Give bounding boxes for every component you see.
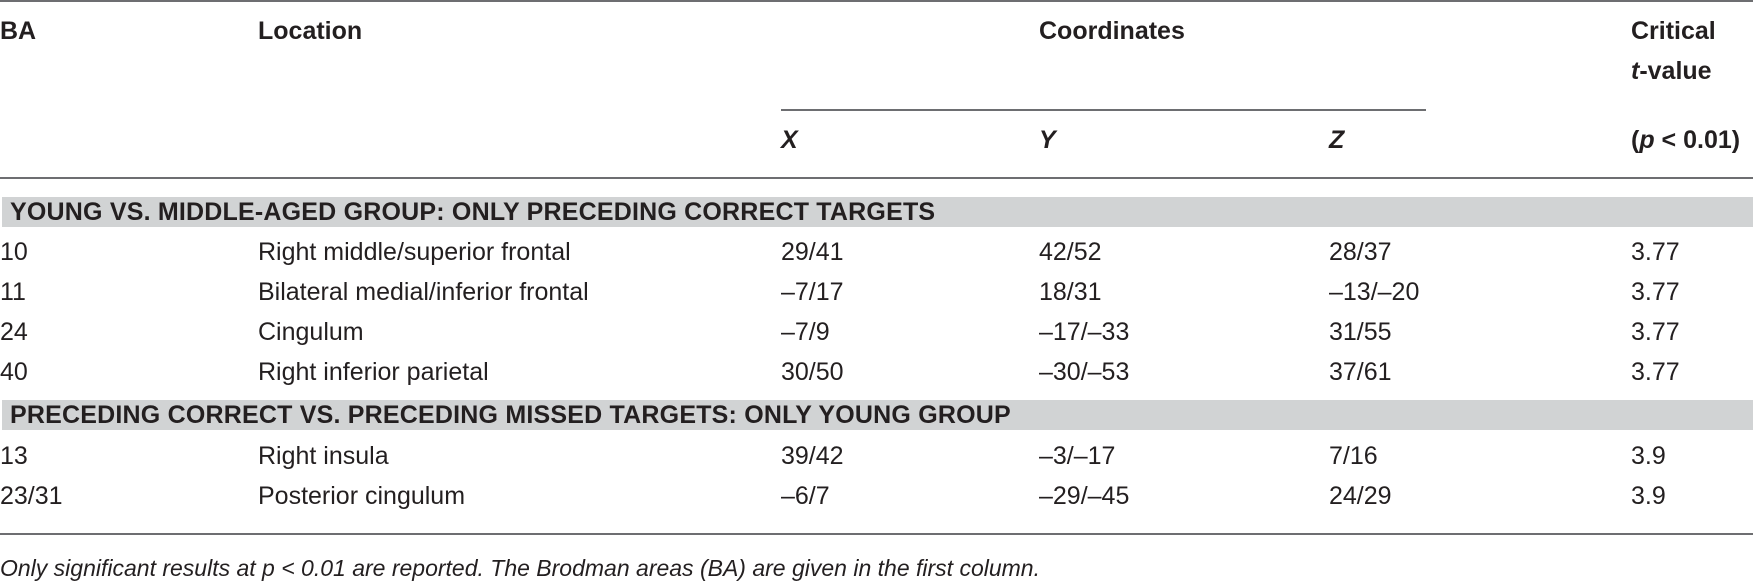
header-critical: Critical [1631, 17, 1716, 45]
cell-z: 28/37 [1329, 238, 1392, 266]
section-title-2: PRECEDING CORRECT VS. PRECEDING MISSED T… [10, 401, 1011, 429]
cell-z: 31/55 [1329, 318, 1392, 346]
header-ba: BA [0, 17, 37, 45]
header-p-threshold: (p < 0.01) [1631, 125, 1740, 155]
header-z: Z [1329, 126, 1345, 154]
cell-ba: 40 [0, 358, 28, 386]
table-row: 10 Right middle/superior frontal 29/41 4… [0, 232, 1753, 272]
header-y: Y [1039, 126, 1056, 154]
header-location: Location [258, 17, 363, 45]
coordinates-span-rule [781, 109, 1426, 111]
section-band-1: YOUNG VS. MIDDLE-AGED GROUP: ONLY PRECED… [2, 197, 1753, 227]
cell-x: 39/42 [781, 442, 844, 470]
cell-z: 24/29 [1329, 482, 1392, 510]
header-p-letter: p [1639, 126, 1655, 154]
header-bottom-rule [0, 177, 1753, 179]
cell-t: 3.77 [1631, 318, 1680, 346]
cell-ba: 24 [0, 318, 28, 346]
table-row: 40 Right inferior parietal 30/50 –30/–53… [0, 352, 1753, 392]
table-bottom-rule [0, 533, 1753, 535]
cell-ba: 11 [0, 278, 26, 306]
cell-location: Right middle/superior frontal [258, 238, 571, 266]
cell-ba: 13 [0, 442, 28, 470]
section-title-1: YOUNG VS. MIDDLE-AGED GROUP: ONLY PRECED… [10, 198, 936, 226]
cell-t: 3.77 [1631, 358, 1680, 386]
cell-z: –13/–20 [1329, 278, 1420, 306]
cell-ba: 23/31 [0, 482, 63, 510]
cell-location: Cingulum [258, 318, 364, 346]
cell-ba: 10 [0, 238, 28, 266]
table-row: 13 Right insula 39/42 –3/–17 7/16 3.9 [0, 436, 1753, 476]
cell-y: –3/–17 [1039, 442, 1116, 470]
cell-t: 3.9 [1631, 442, 1666, 470]
cell-y: 18/31 [1039, 278, 1102, 306]
cell-y: –17/–33 [1039, 318, 1130, 346]
table-row: 24 Cingulum –7/9 –17/–33 31/55 3.77 [0, 312, 1753, 352]
table-top-rule [0, 0, 1753, 2]
cell-t: 3.77 [1631, 238, 1680, 266]
cell-location: Right insula [258, 442, 389, 470]
cell-location: Right inferior parietal [258, 358, 489, 386]
cell-z: 7/16 [1329, 442, 1378, 470]
header-coordinates: Coordinates [1039, 17, 1185, 45]
cell-location: Bilateral medial/inferior frontal [258, 278, 589, 306]
cell-x: –7/17 [781, 278, 844, 306]
cell-location: Posterior cingulum [258, 482, 466, 510]
header-p-rest: < 0.01) [1654, 126, 1741, 154]
table-row: 23/31 Posterior cingulum –6/7 –29/–45 24… [0, 476, 1753, 516]
cell-y: 42/52 [1039, 238, 1102, 266]
cell-x: –7/9 [781, 318, 830, 346]
table-row: 11 Bilateral medial/inferior frontal –7/… [0, 272, 1753, 312]
section-band-2: PRECEDING CORRECT VS. PRECEDING MISSED T… [2, 400, 1753, 430]
cell-x: 29/41 [781, 238, 844, 266]
cell-y: –29/–45 [1039, 482, 1130, 510]
header-t-value: t-value [1631, 56, 1712, 86]
header-p-open: ( [1631, 126, 1640, 154]
cell-x: 30/50 [781, 358, 844, 386]
header-t-suffix: -value [1639, 57, 1712, 85]
cell-t: 3.77 [1631, 278, 1680, 306]
cell-x: –6/7 [781, 482, 830, 510]
header-x: X [781, 126, 798, 154]
cell-t: 3.9 [1631, 482, 1666, 510]
cell-y: –30/–53 [1039, 358, 1130, 386]
header-t-letter: t [1631, 57, 1640, 85]
cell-z: 37/61 [1329, 358, 1392, 386]
table-footnote: Only significant results at p < 0.01 are… [0, 555, 1040, 581]
